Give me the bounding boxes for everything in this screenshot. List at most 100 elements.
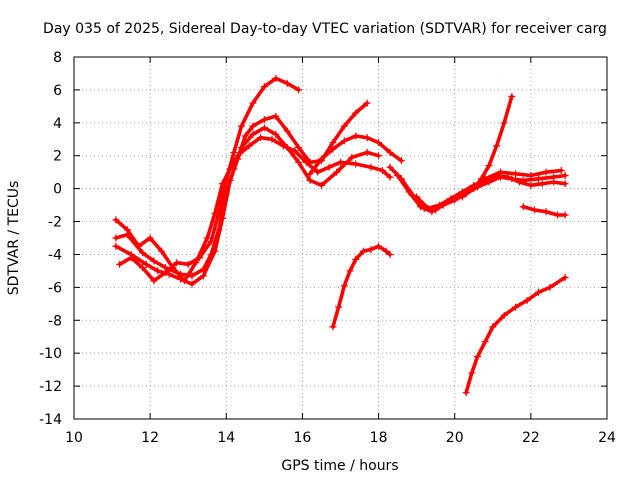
x-tick-label: 12 bbox=[141, 430, 159, 446]
data-point bbox=[112, 242, 120, 250]
data-point bbox=[508, 92, 516, 100]
data-point bbox=[561, 211, 569, 219]
data-point bbox=[424, 204, 432, 212]
data-point bbox=[283, 127, 291, 135]
data-point bbox=[481, 176, 489, 184]
data-point bbox=[435, 201, 443, 209]
data-point bbox=[363, 99, 371, 107]
x-tick-label: 22 bbox=[522, 430, 540, 446]
series-7 bbox=[394, 171, 569, 216]
grid bbox=[74, 57, 607, 419]
data-point bbox=[519, 203, 527, 211]
data-point bbox=[165, 270, 173, 278]
data-point bbox=[329, 145, 337, 153]
data-point bbox=[306, 158, 314, 166]
y-tick-label: 2 bbox=[53, 149, 62, 165]
y-tick-label: -6 bbox=[48, 280, 62, 296]
x-tick-label: 10 bbox=[65, 430, 83, 446]
y-tick-label: -10 bbox=[39, 346, 62, 362]
data-point bbox=[230, 148, 238, 156]
series-9 bbox=[458, 92, 516, 201]
data-point bbox=[150, 277, 158, 285]
data-point bbox=[470, 185, 478, 193]
data-point bbox=[493, 171, 501, 179]
y-tick-label: -4 bbox=[48, 247, 62, 263]
series-line bbox=[331, 244, 392, 329]
data-point bbox=[375, 152, 383, 160]
data-point bbox=[504, 173, 512, 181]
data-point bbox=[534, 175, 542, 183]
data-point bbox=[489, 323, 497, 331]
data-point bbox=[333, 168, 341, 176]
data-point bbox=[283, 79, 291, 87]
series-line bbox=[114, 126, 381, 278]
y-tick-label: 8 bbox=[53, 50, 62, 66]
y-tick-label: -8 bbox=[48, 313, 62, 329]
data-point bbox=[375, 139, 383, 147]
data-point bbox=[554, 211, 562, 219]
data-point bbox=[211, 247, 219, 255]
data-point bbox=[367, 163, 375, 171]
data-point bbox=[272, 130, 280, 138]
data-point bbox=[428, 208, 436, 216]
data-point bbox=[523, 297, 531, 305]
data-point bbox=[346, 267, 354, 275]
data-point bbox=[416, 203, 424, 211]
data-point bbox=[317, 181, 325, 189]
data-point bbox=[139, 249, 147, 257]
data-point bbox=[203, 234, 211, 242]
data-point bbox=[500, 311, 508, 319]
data-point bbox=[363, 148, 371, 156]
data-point bbox=[477, 175, 485, 183]
series-4 bbox=[116, 74, 303, 285]
data-point bbox=[386, 173, 394, 181]
data-point bbox=[268, 135, 276, 143]
data-point bbox=[173, 259, 181, 267]
data-point bbox=[306, 176, 314, 184]
data-point bbox=[340, 137, 348, 145]
data-point bbox=[335, 303, 343, 311]
data-point bbox=[481, 338, 489, 346]
data-point bbox=[542, 208, 550, 216]
data-point bbox=[295, 144, 303, 151]
x-tick-label: 20 bbox=[446, 430, 464, 446]
data-point bbox=[375, 242, 383, 250]
data-point bbox=[199, 272, 207, 280]
data-point bbox=[150, 257, 158, 265]
y-tick-label: 0 bbox=[53, 182, 62, 198]
data-point bbox=[238, 122, 246, 130]
data-point bbox=[405, 188, 413, 196]
data-point bbox=[515, 178, 523, 186]
data-point bbox=[352, 255, 360, 263]
data-point bbox=[363, 134, 371, 142]
data-point bbox=[146, 234, 154, 242]
data-point bbox=[352, 160, 360, 168]
data-point bbox=[538, 180, 546, 188]
series-5 bbox=[306, 132, 405, 178]
y-axis-title: SDTVAR / TECUs bbox=[6, 181, 22, 296]
data-point bbox=[386, 163, 394, 171]
data-point bbox=[272, 74, 280, 82]
data-point bbox=[184, 260, 192, 268]
series-line bbox=[114, 135, 392, 283]
data-point bbox=[188, 280, 196, 288]
data-point bbox=[329, 323, 337, 331]
data-point bbox=[485, 162, 493, 170]
data-point bbox=[340, 122, 348, 130]
data-point bbox=[139, 264, 147, 272]
data-point bbox=[222, 176, 230, 184]
data-point bbox=[329, 139, 337, 147]
data-point bbox=[260, 124, 268, 132]
data-point bbox=[468, 369, 476, 377]
data-point bbox=[260, 116, 268, 124]
data-point bbox=[241, 132, 249, 140]
data-point bbox=[386, 250, 394, 258]
data-point bbox=[154, 267, 162, 275]
data-point bbox=[378, 167, 386, 175]
data-point bbox=[249, 130, 257, 138]
data-point bbox=[531, 206, 539, 214]
x-tick-label: 16 bbox=[294, 430, 312, 446]
series-line bbox=[464, 275, 567, 395]
